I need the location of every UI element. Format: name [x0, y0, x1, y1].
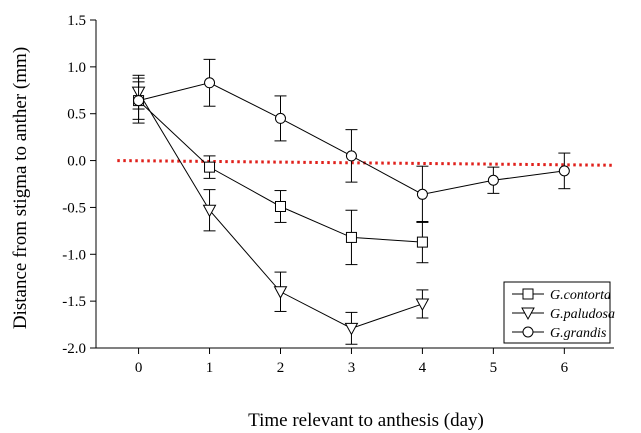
y-tick-label: 0.0 — [67, 154, 86, 170]
data-point — [274, 200, 286, 212]
y-axis-title: Distance from stigma to anther (mm) — [10, 47, 31, 329]
x-tick-label: 5 — [490, 360, 498, 376]
axes: 1.5 1.0 0.5 0.0 -0.5 -1.0 -1.5 -2.0 0 1 2 3 4 5 6 — [62, 13, 614, 376]
x-tick-label: 0 — [135, 360, 143, 376]
data-point — [274, 112, 286, 124]
data-point — [273, 286, 288, 299]
data-point — [133, 95, 145, 107]
legend-marker — [522, 326, 534, 338]
legend: G.contorta G.paludosa G.grandis — [503, 281, 615, 344]
legend-label: G.paludosa — [550, 307, 615, 322]
x-tick-label: 2 — [277, 360, 285, 376]
legend-marker — [521, 307, 535, 321]
y-tick-label: 0.5 — [67, 107, 86, 123]
y-tick-label: -0.5 — [62, 200, 86, 216]
data-point — [558, 165, 570, 177]
data-point — [204, 161, 216, 173]
data-point — [416, 236, 428, 248]
x-tick-label: 1 — [206, 360, 214, 376]
data-point — [487, 174, 499, 186]
y-tick-label: 1.0 — [67, 60, 86, 76]
reference-line-group — [117, 159, 615, 167]
data-point — [416, 188, 428, 200]
data-point — [344, 322, 359, 336]
series-g-contorta — [132, 81, 429, 266]
x-tick-label: 6 — [561, 360, 569, 376]
series-layer — [131, 58, 571, 345]
data-point — [345, 231, 357, 243]
reference-line — [117, 159, 615, 167]
series-g-grandis — [132, 58, 571, 223]
data-point — [202, 204, 217, 218]
legend-label: G.contorta — [550, 288, 611, 303]
x-axis-title: Time relevant to anthesis (day) — [248, 410, 484, 431]
y-tick-label: -2.0 — [62, 341, 86, 357]
series-g-paludosa — [131, 74, 430, 345]
y-tick-label: -1.0 — [62, 247, 86, 263]
data-point — [204, 77, 216, 89]
y-tick-label: 1.5 — [67, 13, 86, 29]
legend-marker — [522, 288, 534, 300]
x-tick-label: 3 — [348, 360, 356, 376]
y-tick-label: -1.5 — [62, 294, 86, 310]
data-point — [345, 150, 357, 162]
legend-label: G.grandis — [550, 326, 607, 341]
data-point — [415, 298, 430, 311]
x-tick-label: 4 — [419, 360, 427, 376]
